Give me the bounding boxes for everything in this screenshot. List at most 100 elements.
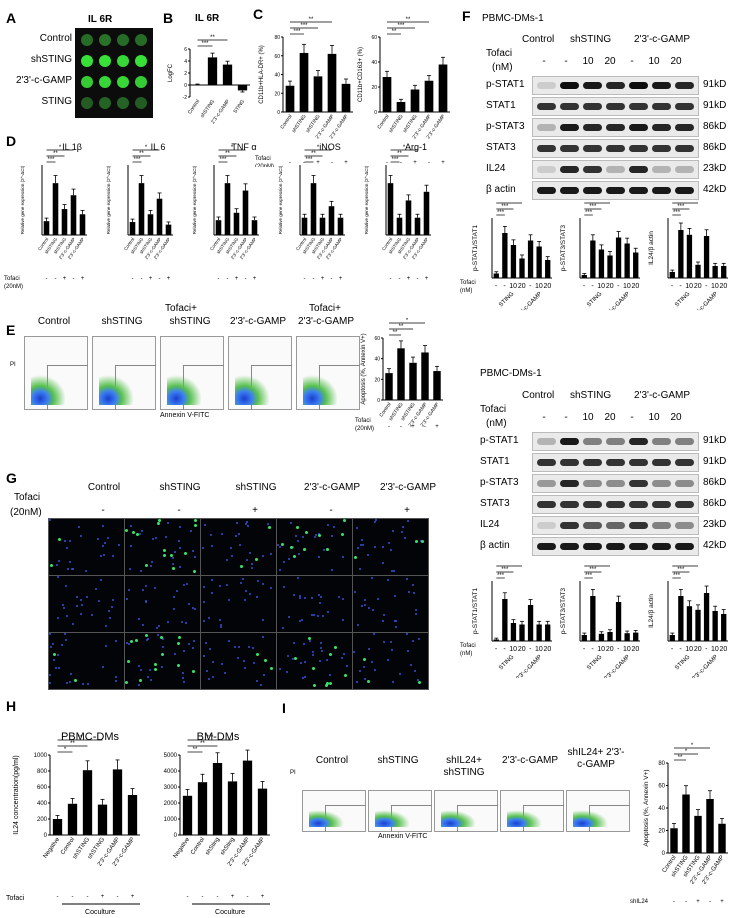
treatment-sign: - — [87, 894, 89, 900]
bar-group: STING — [674, 654, 691, 671]
nucleus-dot — [297, 540, 299, 542]
bar — [129, 222, 136, 235]
blot-band — [629, 501, 648, 508]
blot-band — [652, 543, 671, 550]
panel-i-bar-chart: 806040200ControlshSTINGshSTING2'3'-c-GAM… — [630, 743, 728, 905]
blot-tofaci: Tofaci — [486, 48, 513, 59]
bar-dose: 10 — [685, 283, 693, 290]
nucleus-dot — [368, 607, 370, 609]
nucleus-dot — [49, 674, 51, 676]
bar — [52, 819, 63, 835]
tunel-dot — [318, 534, 321, 537]
nucleus-dot — [251, 563, 253, 565]
nucleus-dot — [57, 576, 59, 578]
nucleus-dot — [55, 667, 57, 669]
nucleus-dot — [341, 657, 343, 659]
y-tick-label: -2 — [183, 95, 188, 101]
nucleus-dot — [69, 561, 71, 563]
significance-stars: ** — [200, 741, 205, 747]
tofaci-label: Tofaci — [355, 418, 371, 424]
tunel-dot — [341, 533, 344, 536]
array-spot — [81, 97, 93, 109]
bar-dose: 20 — [518, 283, 526, 290]
nucleus-dot — [162, 638, 164, 640]
blot-dose: 10 — [648, 56, 660, 67]
nucleus-dot — [115, 680, 117, 682]
nucleus-dot — [103, 554, 105, 556]
nucleus-dot — [172, 563, 174, 565]
nucleus-dot — [300, 662, 302, 664]
treatment-sign: + — [435, 424, 439, 430]
micro-image — [276, 575, 353, 633]
bar-dose: 10 — [535, 646, 543, 653]
blot-band — [675, 522, 694, 529]
nucleus-dot — [111, 606, 113, 608]
tunel-dot — [264, 659, 267, 662]
flow-plot — [566, 790, 630, 832]
nucleus-dot — [102, 545, 104, 547]
treatment-sign: + — [81, 276, 85, 282]
y-axis-label: Relative gene expression (2^-ΔCt) — [20, 165, 25, 234]
bar — [341, 83, 351, 112]
blot-band — [560, 145, 579, 152]
array-spot — [135, 34, 147, 46]
treatment-sign: - — [132, 276, 134, 282]
bar-group: 2'3'-c-GAMP — [515, 654, 543, 678]
nucleus-dot — [392, 681, 394, 683]
nucleus-dot — [206, 670, 208, 672]
blot-band — [560, 522, 579, 529]
blot-column-label: Control — [522, 390, 555, 401]
significance-stars: *** — [391, 157, 399, 163]
nucleus-dot — [392, 530, 394, 532]
treatment-sign: - — [73, 276, 75, 282]
nucleus-dot — [190, 530, 192, 532]
bar — [97, 804, 108, 835]
bar-dose: 10 — [597, 283, 605, 290]
significance-stars: * — [406, 318, 409, 324]
nucleus-dot — [140, 669, 142, 671]
nucleus-dot — [183, 650, 185, 652]
blot-band — [583, 124, 602, 131]
treatment-sign: - — [424, 424, 426, 430]
blot-kd: 23kD — [703, 163, 727, 174]
blot-band — [537, 82, 556, 89]
bar — [52, 183, 59, 235]
nucleus-dot — [158, 625, 160, 627]
blot-band — [675, 187, 694, 194]
tunel-dot — [344, 674, 347, 677]
tofaci-label: Tofaci — [460, 643, 476, 649]
blot-band-name: STAT3 — [486, 142, 516, 153]
blot-band — [652, 480, 671, 487]
nucleus-dot — [395, 626, 397, 628]
significance-stars: *** — [585, 210, 593, 216]
bar — [165, 224, 172, 235]
flow-group-label: Control — [37, 316, 71, 327]
nucleus-dot — [95, 588, 97, 590]
nucleus-dot — [320, 596, 322, 598]
nucleus-dot — [152, 538, 154, 540]
nucleus-dot — [112, 599, 114, 601]
treatment-sign: - — [218, 276, 220, 282]
nucleus-dot — [304, 676, 306, 678]
blot-band — [629, 480, 648, 487]
y-tick-label: 0 — [184, 83, 187, 89]
nucleus-dot — [100, 579, 102, 581]
nucleus-dot — [205, 642, 207, 644]
significance-stars: *** — [589, 204, 597, 210]
treatment-sign: - — [55, 276, 57, 282]
treatment-sign: - — [331, 276, 333, 282]
significance-stars: ** — [678, 755, 683, 761]
nucleus-dot — [226, 559, 228, 561]
nucleus-dot — [155, 537, 157, 539]
blot-column-label: 2'3'-c-GAMP — [634, 34, 691, 45]
bar — [147, 214, 154, 235]
nucleus-dot — [50, 646, 52, 648]
nucleus-dot — [167, 522, 169, 524]
nucleus-dot — [252, 647, 254, 649]
nucleus-dot — [311, 597, 313, 599]
blot-band — [606, 522, 625, 529]
bar-dose: 20 — [694, 646, 702, 653]
nucleus-dot — [263, 674, 265, 676]
significance-stars: ** — [406, 17, 411, 23]
blot-band — [583, 480, 602, 487]
